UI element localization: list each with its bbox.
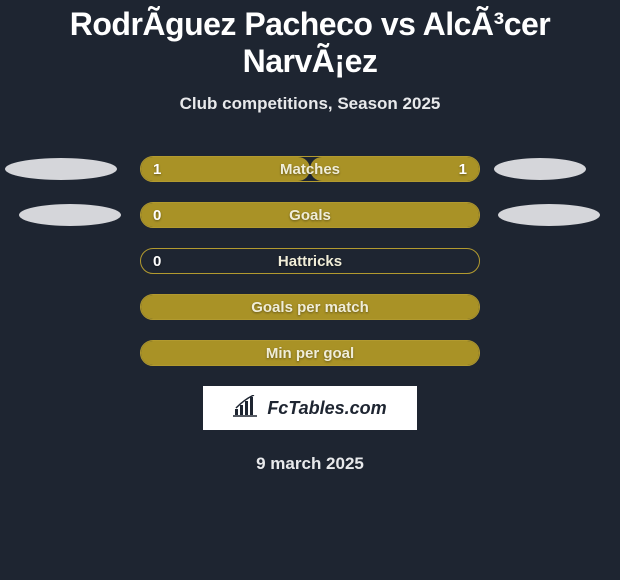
stat-row: Goals per match [0,294,620,320]
stat-value-left: 1 [153,161,161,178]
side-ellipse [494,158,586,180]
stat-label: Goals per match [251,299,369,316]
stats-area: Matches 1 1 Goals 0 Hattricks 0 Goals per match… [0,156,620,366]
stat-bar: Min per goal [140,340,480,366]
stat-bar: Goals 0 [140,202,480,228]
side-ellipse [498,204,600,226]
bar-chart-icon [233,395,261,422]
stat-value-left: 0 [153,253,161,270]
stat-label: Hattricks [278,253,342,270]
stat-label: Matches [280,161,340,178]
stat-value-right: 1 [459,161,467,178]
infographic-container: RodrÃ­guez Pacheco vs AlcÃ³cer NarvÃ¡ez … [0,0,620,474]
subtitle: Club competitions, Season 2025 [0,94,620,114]
side-ellipse [19,204,121,226]
brand-text: FcTables.com [267,398,386,419]
stat-label: Min per goal [266,345,354,362]
stat-row: Hattricks 0 [0,248,620,274]
side-ellipse [5,158,117,180]
stat-label: Goals [289,207,331,224]
page-title: RodrÃ­guez Pacheco vs AlcÃ³cer NarvÃ¡ez [0,6,620,80]
stat-value-left: 0 [153,207,161,224]
stat-bar: Matches 1 1 [140,156,480,182]
stat-row: Min per goal [0,340,620,366]
stat-bar: Goals per match [140,294,480,320]
brand-badge: FcTables.com [203,386,417,430]
stat-bar: Hattricks 0 [140,248,480,274]
date-label: 9 march 2025 [0,454,620,474]
